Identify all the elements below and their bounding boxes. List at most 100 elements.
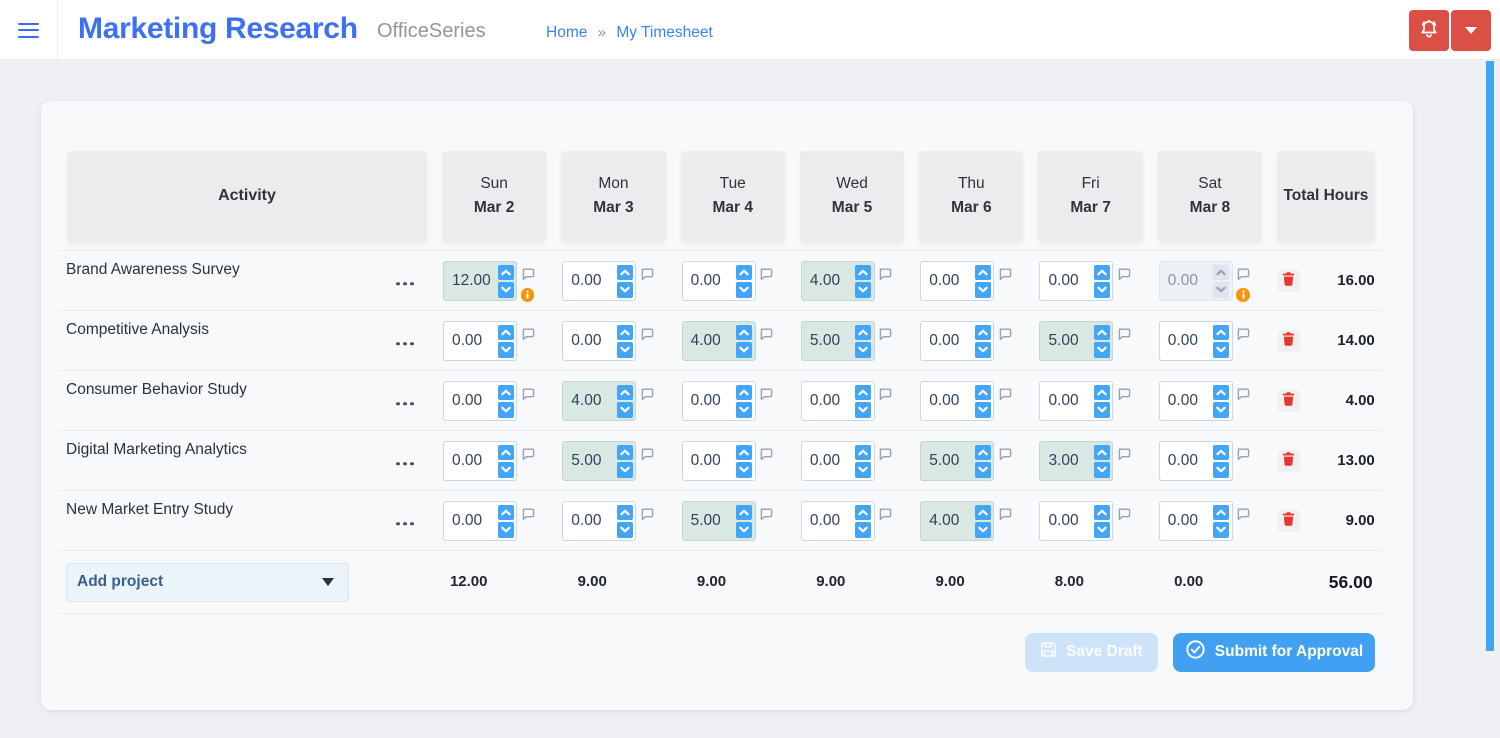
- increment-button[interactable]: [616, 444, 633, 460]
- hours-input[interactable]: 0.00: [562, 321, 637, 361]
- comment-icon[interactable]: [879, 508, 893, 526]
- decrement-button[interactable]: [616, 462, 633, 478]
- row-options-icon[interactable]: [394, 459, 416, 469]
- comment-icon[interactable]: [760, 328, 774, 346]
- hours-input[interactable]: 0.00: [1158, 441, 1233, 481]
- increment-button[interactable]: [974, 444, 991, 460]
- decrement-button[interactable]: [974, 522, 991, 538]
- increment-button[interactable]: [1213, 444, 1230, 460]
- delete-row-button[interactable]: [1277, 269, 1300, 292]
- decrement-button[interactable]: [855, 462, 872, 478]
- row-options-icon[interactable]: [394, 399, 416, 409]
- increment-button[interactable]: [736, 444, 753, 460]
- decrement-button[interactable]: [616, 342, 633, 358]
- delete-row-button[interactable]: [1277, 509, 1300, 532]
- comment-icon[interactable]: [879, 328, 893, 346]
- increment-button[interactable]: [855, 264, 872, 280]
- hours-input[interactable]: 0.00: [562, 501, 637, 541]
- increment-button[interactable]: [736, 264, 753, 280]
- comment-icon[interactable]: [522, 268, 536, 286]
- comment-icon[interactable]: [1237, 328, 1251, 346]
- decrement-button[interactable]: [1093, 462, 1110, 478]
- row-options-icon[interactable]: [394, 519, 416, 529]
- hours-input[interactable]: 3.00: [1039, 441, 1114, 481]
- comment-icon[interactable]: [999, 448, 1013, 466]
- decrement-button[interactable]: [616, 402, 633, 418]
- add-project-select[interactable]: Add project: [66, 562, 349, 602]
- decrement-button[interactable]: [1093, 522, 1110, 538]
- increment-button[interactable]: [1093, 324, 1110, 340]
- comment-icon[interactable]: [641, 388, 655, 406]
- row-options-icon[interactable]: [394, 279, 416, 289]
- increment-button[interactable]: [497, 264, 514, 280]
- decrement-button[interactable]: [855, 282, 872, 298]
- decrement-button[interactable]: [1213, 342, 1230, 358]
- decrement-button[interactable]: [855, 402, 872, 418]
- hours-input[interactable]: 0.00: [681, 261, 756, 301]
- decrement-button[interactable]: [497, 342, 514, 358]
- hours-input[interactable]: 0.00: [920, 381, 995, 421]
- comment-icon[interactable]: [760, 508, 774, 526]
- comment-icon[interactable]: [522, 388, 536, 406]
- comment-icon[interactable]: [1237, 388, 1251, 406]
- comment-icon[interactable]: [1237, 448, 1251, 466]
- hours-input[interactable]: 5.00: [681, 501, 756, 541]
- hours-input[interactable]: 0.00: [1039, 501, 1114, 541]
- decrement-button[interactable]: [1213, 522, 1230, 538]
- menu-icon[interactable]: [18, 22, 39, 38]
- decrement-button[interactable]: [736, 402, 753, 418]
- hours-input[interactable]: 0.00: [1158, 501, 1233, 541]
- comment-icon[interactable]: [879, 388, 893, 406]
- comment-icon[interactable]: [760, 268, 774, 286]
- decrement-button[interactable]: [497, 522, 514, 538]
- decrement-button[interactable]: [736, 522, 753, 538]
- increment-button[interactable]: [974, 504, 991, 520]
- comment-icon[interactable]: [999, 268, 1013, 286]
- delete-row-button[interactable]: [1277, 449, 1300, 472]
- hours-input[interactable]: 0.00: [681, 381, 756, 421]
- increment-button[interactable]: [1213, 264, 1230, 280]
- comment-icon[interactable]: [1237, 268, 1251, 286]
- increment-button[interactable]: [736, 504, 753, 520]
- decrement-button[interactable]: [736, 342, 753, 358]
- decrement-button[interactable]: [974, 282, 991, 298]
- save-draft-button[interactable]: Save Draft: [1025, 633, 1158, 672]
- decrement-button[interactable]: [497, 402, 514, 418]
- increment-button[interactable]: [1213, 324, 1230, 340]
- decrement-button[interactable]: [974, 342, 991, 358]
- comment-icon[interactable]: [522, 448, 536, 466]
- increment-button[interactable]: [1213, 384, 1230, 400]
- hours-input[interactable]: 0.00: [920, 321, 995, 361]
- comment-icon[interactable]: [1118, 508, 1132, 526]
- breadcrumb-current-link[interactable]: My Timesheet: [616, 24, 713, 41]
- increment-button[interactable]: [736, 384, 753, 400]
- hours-input[interactable]: 0.00: [800, 441, 875, 481]
- increment-button[interactable]: [974, 384, 991, 400]
- decrement-button[interactable]: [1213, 282, 1230, 298]
- comment-icon[interactable]: [641, 328, 655, 346]
- hours-input[interactable]: 12.00: [443, 261, 517, 301]
- increment-button[interactable]: [855, 324, 872, 340]
- decrement-button[interactable]: [1213, 462, 1230, 478]
- comment-icon[interactable]: [1118, 268, 1132, 286]
- increment-button[interactable]: [1093, 504, 1110, 520]
- increment-button[interactable]: [736, 324, 753, 340]
- comment-icon[interactable]: [1118, 328, 1132, 346]
- comment-icon[interactable]: [760, 448, 774, 466]
- comment-icon[interactable]: [522, 328, 536, 346]
- decrement-button[interactable]: [497, 462, 514, 478]
- increment-button[interactable]: [497, 444, 514, 460]
- comment-icon[interactable]: [879, 268, 893, 286]
- decrement-button[interactable]: [1093, 282, 1110, 298]
- decrement-button[interactable]: [616, 282, 633, 298]
- decrement-button[interactable]: [736, 282, 753, 298]
- decrement-button[interactable]: [497, 282, 514, 298]
- hours-input[interactable]: 0.00: [920, 261, 995, 301]
- hours-input[interactable]: 4.00: [920, 501, 995, 541]
- increment-button[interactable]: [616, 504, 633, 520]
- comment-icon[interactable]: [641, 268, 655, 286]
- decrement-button[interactable]: [616, 522, 633, 538]
- breadcrumb-home-link[interactable]: Home: [546, 24, 588, 41]
- increment-button[interactable]: [497, 504, 514, 520]
- decrement-button[interactable]: [1093, 342, 1110, 358]
